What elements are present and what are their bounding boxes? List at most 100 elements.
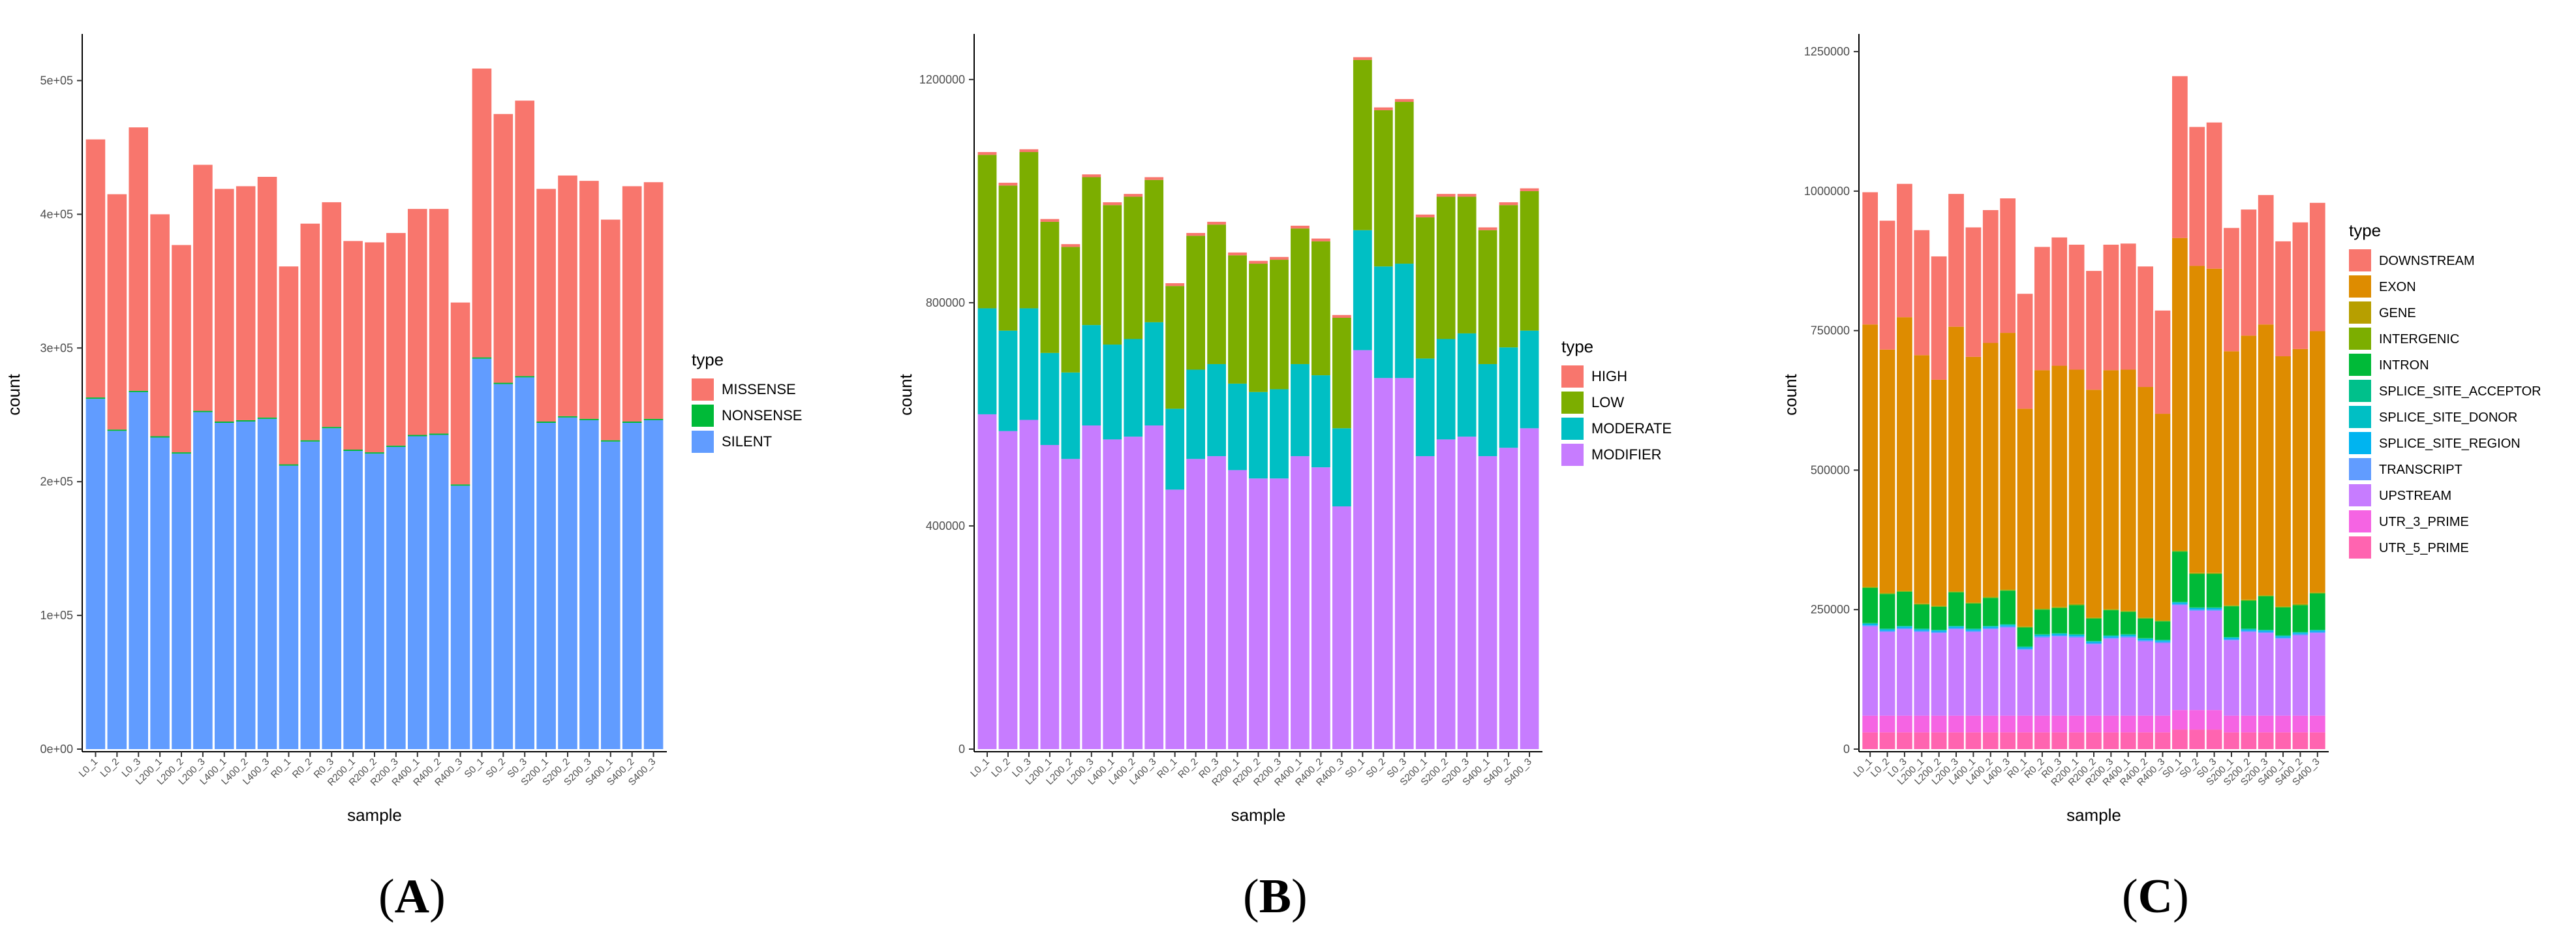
bar-segment-high xyxy=(1520,188,1539,191)
bar-segment-exon xyxy=(1948,326,1964,592)
bar-segment-transcript xyxy=(2241,630,2257,632)
legend-label-transcript: TRANSCRIPT xyxy=(2379,463,2462,477)
bar-segment-nonsense xyxy=(150,436,170,438)
bar-segment-high xyxy=(1124,194,1143,197)
bar-segment-splice-site-donor xyxy=(1948,626,1964,627)
bar-segment-exon xyxy=(2120,369,2136,611)
bar-segment-utr-5-prime xyxy=(2154,732,2171,749)
bar-segment-moderate xyxy=(1186,369,1205,459)
bar-segment-transcript xyxy=(2309,632,2325,634)
bar-segment-silent xyxy=(407,436,427,749)
legend-title-a: type xyxy=(692,350,724,369)
bar-segment-intron xyxy=(2086,618,2102,641)
bar-segment-transcript xyxy=(1862,625,1878,626)
bar-segment-high xyxy=(1415,214,1435,218)
bar-segment-nonsense xyxy=(279,464,299,466)
y-tick-label-b: 400000 xyxy=(926,519,965,532)
bar-segment-low xyxy=(1144,179,1164,322)
bar-segment-intergenic xyxy=(2275,606,2291,608)
bar-segment-downstream xyxy=(1897,183,1912,318)
bar-segment-utr-5-prime xyxy=(2275,732,2291,749)
bar-segment-splice-site-region xyxy=(2068,635,2085,637)
panel-label-b: (B) xyxy=(1243,870,1308,923)
bar-segment-splice-site-region xyxy=(1914,630,1930,631)
bar-segment-downstream xyxy=(2000,198,2016,333)
legend-label-modifier: MODIFIER xyxy=(1591,446,1662,463)
y-tick-label-a: 2e+05 xyxy=(40,475,73,488)
bar-segment-high xyxy=(998,183,1018,186)
bar-segment-high xyxy=(1291,225,1310,229)
bar-segment-missense xyxy=(300,223,320,440)
x-tick-label-c: L0_2 xyxy=(1869,756,1892,780)
bar-segment-transcript xyxy=(2138,640,2153,641)
bar-segment-silent xyxy=(236,421,256,749)
bar-segment-high xyxy=(1061,244,1081,247)
bar-segment-low xyxy=(1082,177,1101,326)
bar-segment-splice-site-acceptor xyxy=(2241,628,2257,630)
bar-segment-moderate xyxy=(1499,347,1518,448)
bar-segment-transcript xyxy=(2017,649,2033,650)
bar-segment-nonsense xyxy=(407,435,427,437)
bar-segment-splice-site-donor xyxy=(2241,629,2257,630)
bar-segment-splice-site-donor xyxy=(2068,634,2085,636)
y-tick-label-b: 0 xyxy=(958,743,965,756)
bar-segment-exon xyxy=(2292,348,2308,604)
bar-segment-transcript xyxy=(1897,628,1912,630)
bar-segment-gene xyxy=(2154,620,2171,621)
bar-segment-intron xyxy=(2189,574,2205,608)
bar-segment-nonsense xyxy=(129,390,149,392)
bar-segment-splice-site-region xyxy=(2309,630,2325,632)
legend-title-b: type xyxy=(1561,337,1593,356)
bar-segment-utr-3-prime xyxy=(1982,715,1999,733)
legend-label-high: HIGH xyxy=(1591,368,1627,384)
panel-label-c: (C) xyxy=(2122,870,2189,923)
bar-segment-modifier xyxy=(998,431,1018,749)
bar-segment-moderate xyxy=(1124,339,1143,437)
bar-segment-missense xyxy=(365,242,384,453)
bar-segment-modifier xyxy=(1144,425,1164,749)
bar-segment-missense xyxy=(257,177,277,418)
bar-segment-utr-5-prime xyxy=(2068,732,2085,749)
x-tick-label-c: L0_1 xyxy=(1851,756,1875,780)
bar-segment-downstream xyxy=(2034,247,2050,371)
bar-segment-splice-site-acceptor xyxy=(1914,628,1930,630)
bar-segment-utr-3-prime xyxy=(2017,715,2033,733)
bar-segment-downstream xyxy=(2103,244,2119,371)
bar-segment-upstream xyxy=(1914,632,1930,716)
bar-segment-nonsense xyxy=(622,421,642,423)
x-tick-label-a: R0_1 xyxy=(269,756,293,780)
bar-segment-downstream xyxy=(2068,244,2085,370)
bar-segment-modifier xyxy=(1436,439,1456,749)
bar-segment-utr-3-prime xyxy=(1897,715,1912,733)
bar-segment-splice-site-region xyxy=(2224,638,2239,639)
bar-segment-low xyxy=(1311,241,1330,376)
bar-segment-silent xyxy=(472,358,492,749)
bar-segment-intron xyxy=(1982,598,1999,626)
bar-segment-utr-5-prime xyxy=(2086,732,2102,749)
bar-segment-utr-3-prime xyxy=(2034,715,2050,733)
bar-segment-exon xyxy=(2068,369,2085,604)
bar-segment-utr-3-prime xyxy=(2086,715,2102,733)
bar-segment-modifier xyxy=(977,414,997,749)
bar-segment-high xyxy=(977,152,997,155)
bar-segment-missense xyxy=(472,69,492,358)
x-tick-label-b: R0_2 xyxy=(1176,756,1200,780)
bar-segment-low xyxy=(1165,286,1185,409)
bar-segment-transcript xyxy=(1914,630,1930,632)
bar-segment-intergenic xyxy=(2292,604,2308,606)
legend-label-nonsense: NONSENSE xyxy=(722,407,802,423)
legend-title-c: type xyxy=(2349,221,2381,240)
bar-segment-upstream xyxy=(2275,638,2291,716)
bar-segment-modifier xyxy=(1394,378,1414,749)
bar-segment-moderate xyxy=(1332,428,1351,507)
bar-segment-upstream xyxy=(2309,633,2325,716)
bar-segment-splice-site-acceptor xyxy=(1965,628,1982,630)
bar-segment-utr-5-prime xyxy=(2171,730,2188,749)
y-tick-label-c: 0 xyxy=(1843,743,1850,756)
bar-segment-intron xyxy=(1862,587,1878,623)
bar-segment-utr-5-prime xyxy=(2258,732,2274,749)
bar-segment-transcript xyxy=(2051,635,2068,637)
bar-segment-utr-3-prime xyxy=(2103,715,2119,733)
bar-segment-gene xyxy=(2051,606,2068,608)
bar-segment-intergenic xyxy=(2068,604,2085,606)
